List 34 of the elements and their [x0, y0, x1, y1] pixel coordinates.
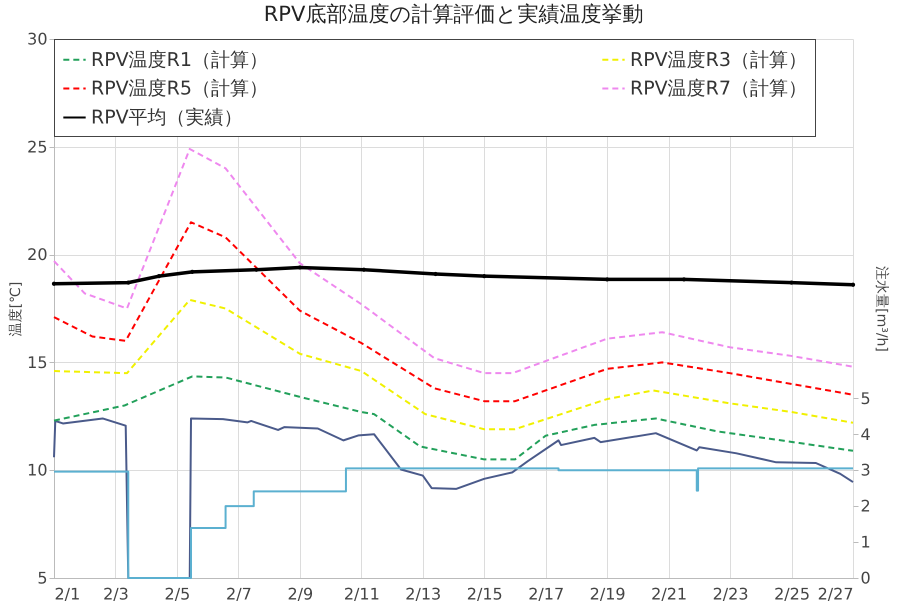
x-tick-label: 2/25: [774, 584, 810, 604]
x-tick-label: 2/7: [226, 584, 252, 604]
legend-label: RPV温度R3（計算）: [630, 48, 807, 71]
y-axis-title: 温度[℃]: [8, 282, 24, 336]
y2-tick-label: 2: [860, 496, 871, 516]
x-tick-label: 2/9: [287, 584, 314, 604]
y-tick-label: 15: [27, 352, 48, 372]
x-tick-label: 2/17: [528, 584, 564, 604]
x-tick-label: 2/15: [466, 584, 503, 604]
x-tick-label: 2/5: [164, 584, 190, 604]
y-tick-label: 25: [27, 137, 48, 156]
y-tick-label: 10: [27, 460, 48, 480]
legend-label: RPV温度R7（計算）: [630, 78, 807, 100]
x-tick-label: 2/27: [818, 584, 854, 604]
x-tick-label: 2/23: [712, 584, 749, 604]
x-tick-label: 2/11: [344, 584, 380, 604]
x-tick-label: 2/3: [103, 584, 129, 604]
y2-tick-label: 5: [860, 388, 871, 408]
y2-tick-label: 4: [860, 424, 871, 444]
legend-label: RPV温度R1（計算）: [91, 48, 268, 71]
x-tick-label: 2/21: [651, 584, 688, 604]
y2-tick-label: 0: [860, 568, 871, 588]
y-tick-label: 5: [37, 568, 48, 588]
y2-tick-label: 1: [860, 532, 871, 552]
x-tick-label: 2/1: [54, 584, 80, 604]
y-tick-label: 30: [27, 30, 48, 48]
legend-label: RPV温度R5（計算）: [91, 78, 268, 100]
y2-tick-label: 3: [860, 460, 871, 480]
y-tick-label: 20: [27, 245, 48, 264]
y2-axis-title: 注水量[m³/h]: [874, 266, 890, 352]
x-tick-label: 2/19: [590, 584, 626, 604]
chart-title: RPV底部温度の計算評価と実績温度挙動: [264, 2, 644, 26]
x-tick-label: 2/13: [405, 584, 442, 604]
legend-label: RPV平均（実績）: [91, 106, 243, 128]
